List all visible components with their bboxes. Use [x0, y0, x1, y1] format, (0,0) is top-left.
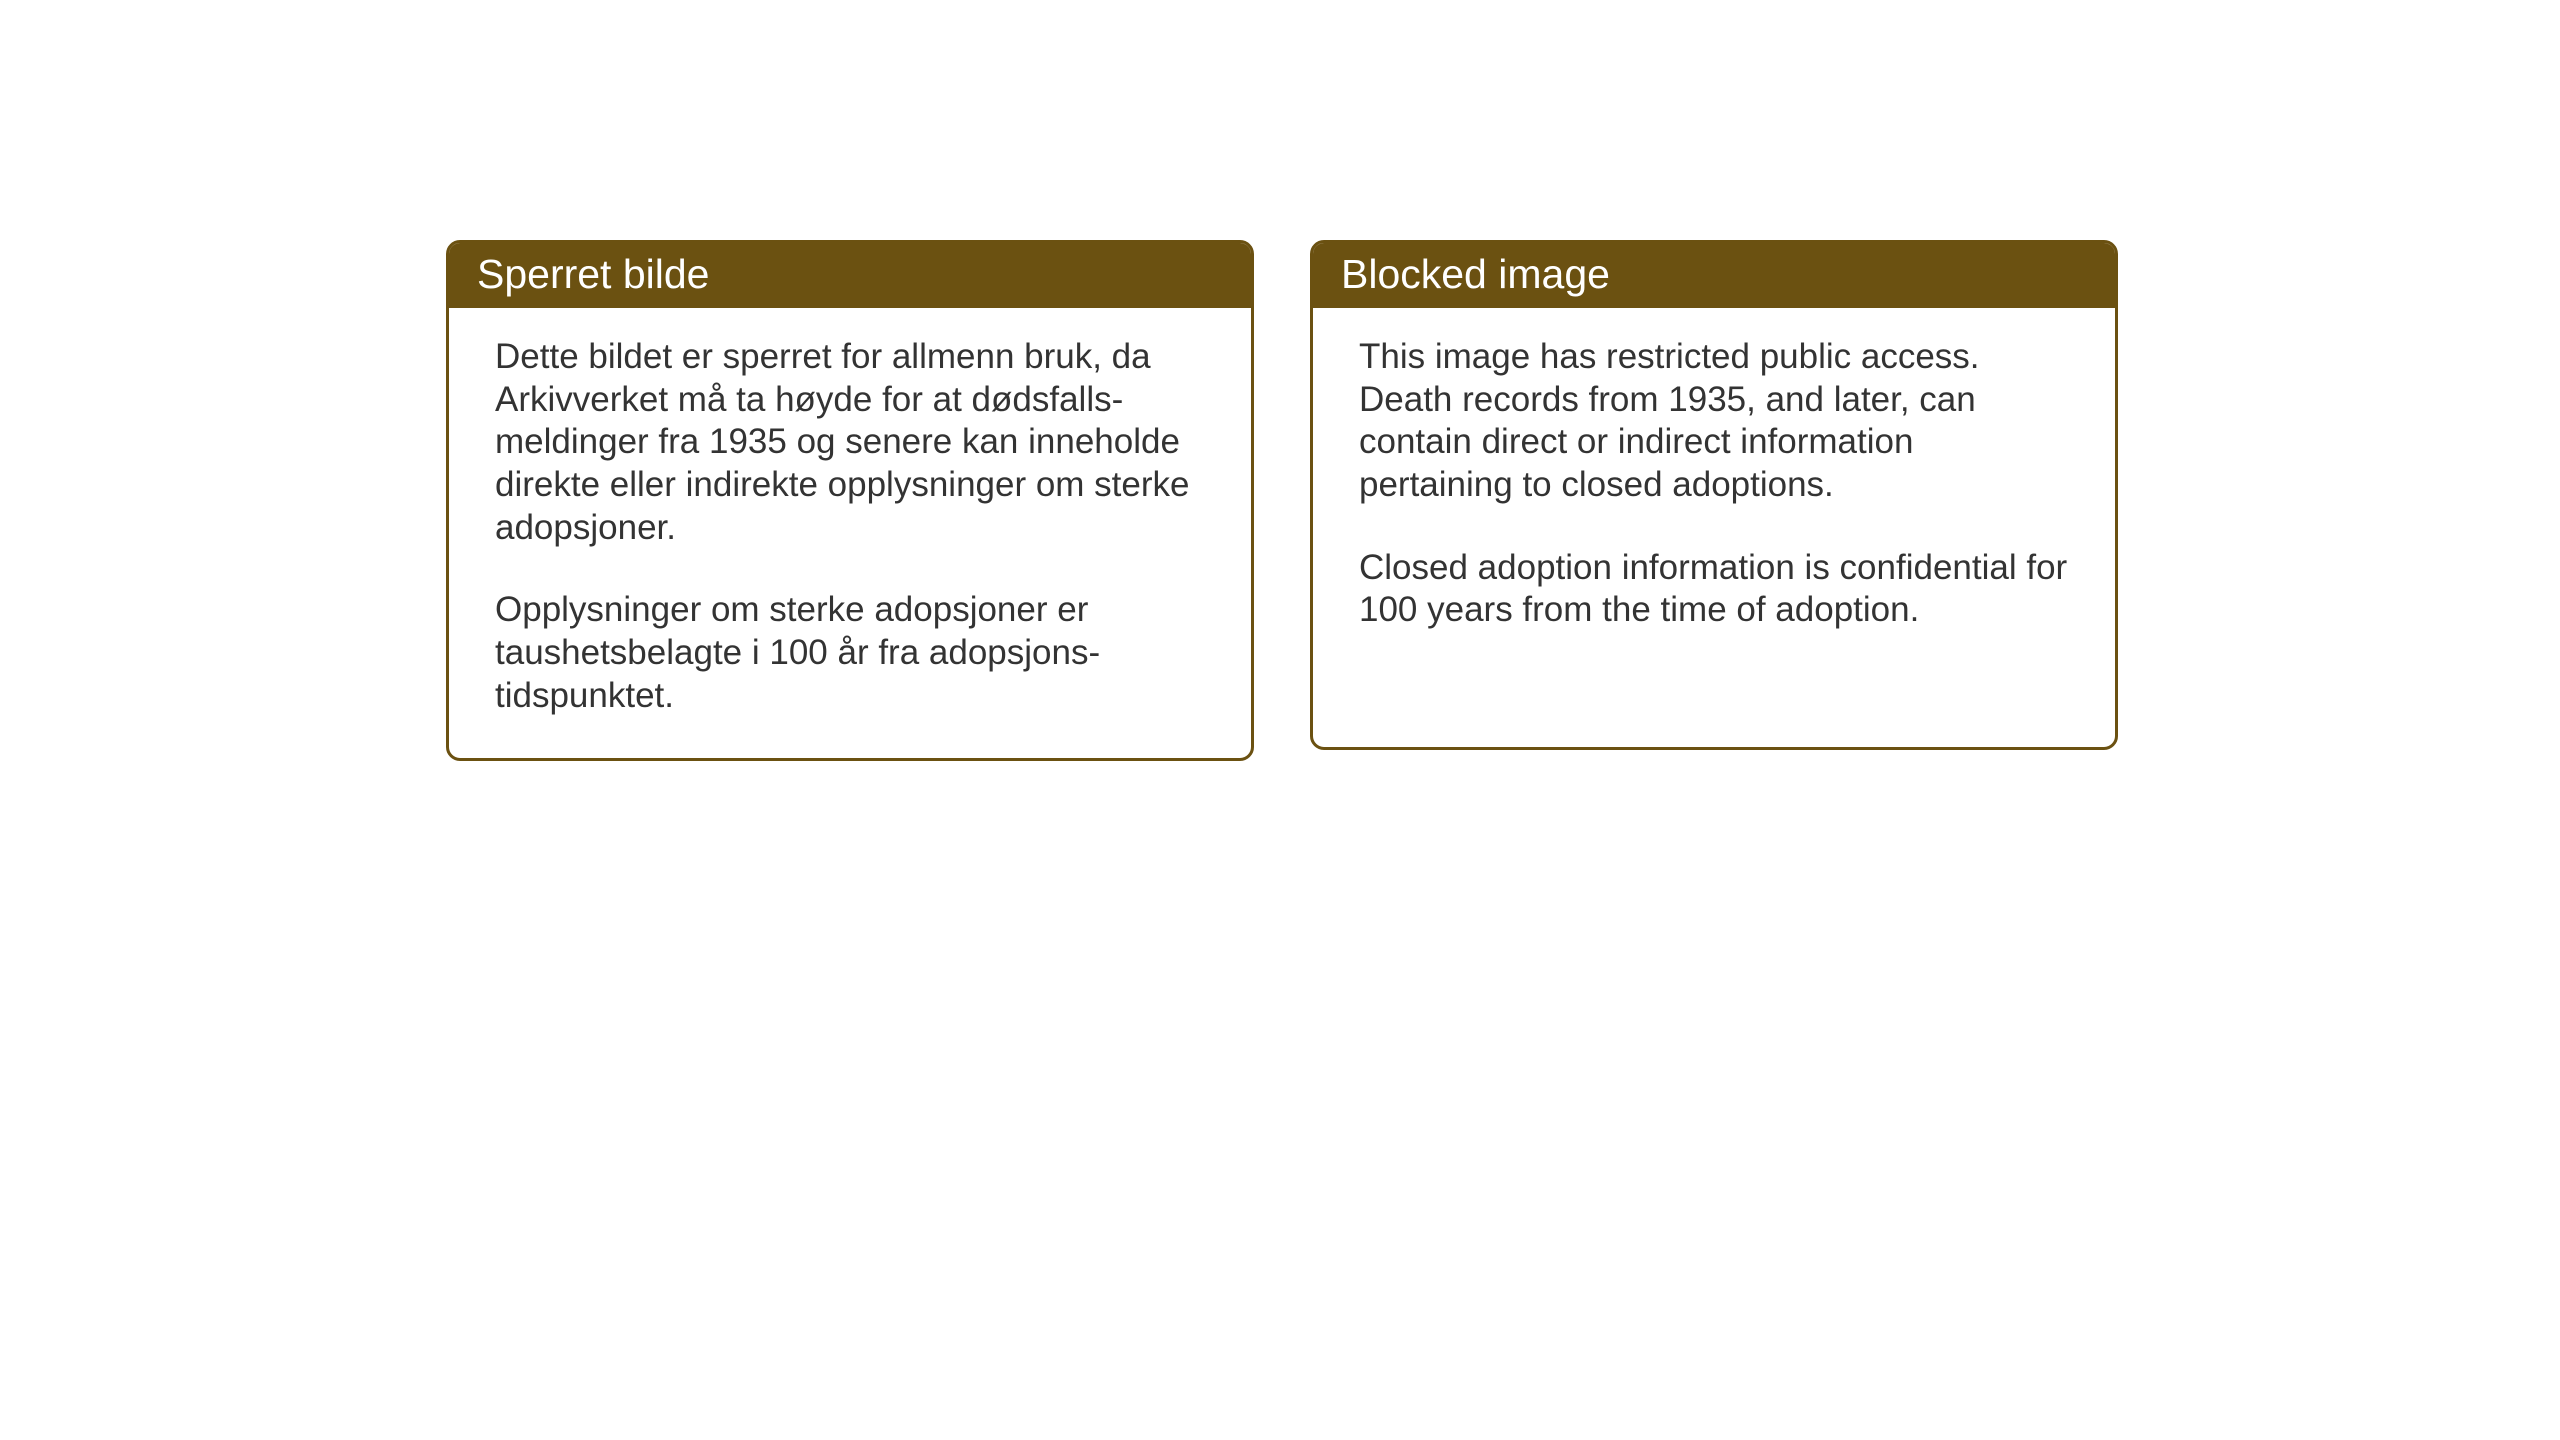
notice-box-english: Blocked image This image has restricted …: [1310, 240, 2118, 750]
notice-paragraph: This image has restricted public access.…: [1359, 336, 2069, 507]
notice-header-norwegian: Sperret bilde: [449, 243, 1251, 308]
notice-paragraph: Dette bildet er sperret for allmenn bruk…: [495, 336, 1205, 549]
notice-header-english: Blocked image: [1313, 243, 2115, 308]
notice-paragraph: Closed adoption information is confident…: [1359, 547, 2069, 632]
notice-body-norwegian: Dette bildet er sperret for allmenn bruk…: [449, 308, 1251, 758]
notices-container: Sperret bilde Dette bildet er sperret fo…: [446, 240, 2118, 761]
notice-body-english: This image has restricted public access.…: [1313, 308, 2115, 672]
notice-box-norwegian: Sperret bilde Dette bildet er sperret fo…: [446, 240, 1254, 761]
notice-paragraph: Opplysninger om sterke adopsjoner er tau…: [495, 589, 1205, 717]
